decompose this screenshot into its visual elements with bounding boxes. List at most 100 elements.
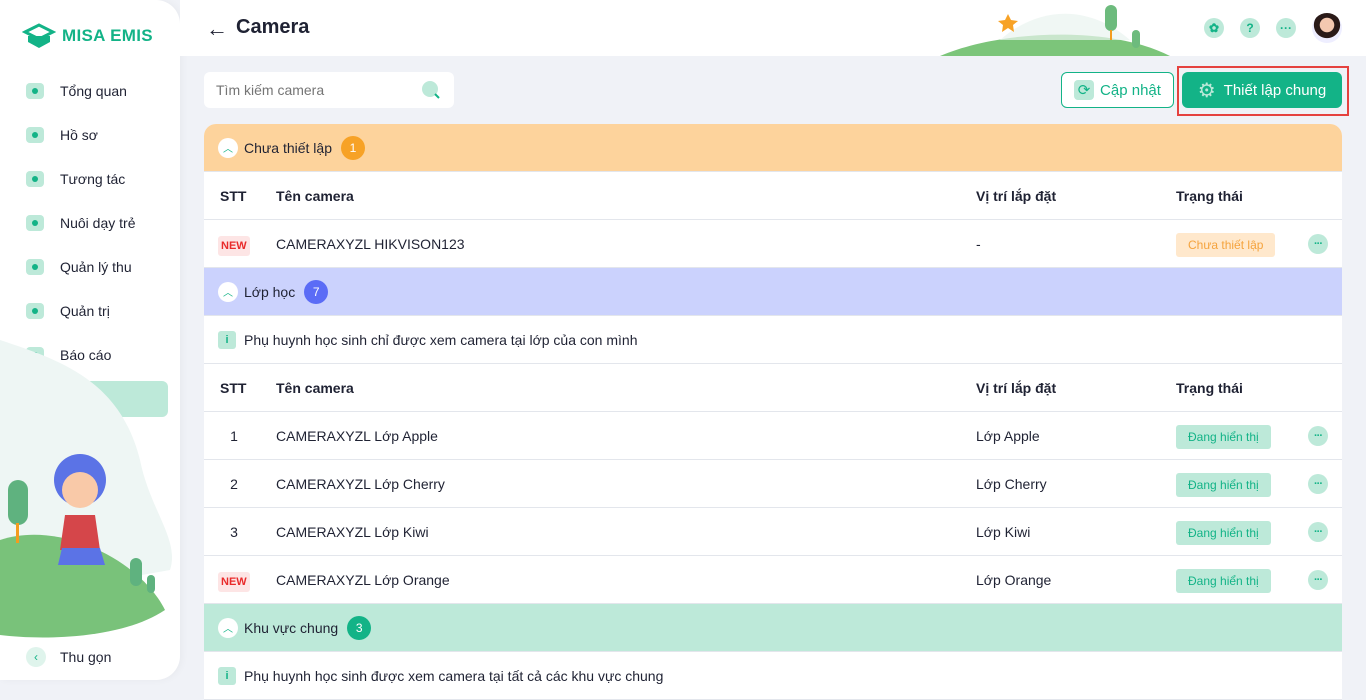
- row-more-icon[interactable]: ···: [1308, 426, 1328, 446]
- camera-location: -: [976, 235, 981, 252]
- status-badge: Đang hiển thị: [1176, 424, 1271, 449]
- col-stt: STT: [220, 379, 247, 396]
- chevron-left-icon: ‹: [26, 647, 46, 667]
- status-badge: Chưa thiết lập: [1176, 232, 1276, 257]
- info-note: i Phụ huynh học sinh được xem camera tại …: [204, 652, 1342, 700]
- camera-list: ︿ Chưa thiết lập 1 STT Tên camera Vị trí…: [204, 124, 1342, 700]
- logo-icon: [22, 23, 56, 48]
- new-badge: NEW: [218, 571, 250, 592]
- pie-chart-icon: [24, 81, 46, 101]
- group-title: Chưa thiết lập: [244, 139, 332, 156]
- group-title: Lớp học: [244, 283, 296, 300]
- row-more-icon[interactable]: ···: [1308, 570, 1328, 590]
- camera-name: CAMERAXYZL Lớp Cherry: [276, 475, 445, 492]
- search-box[interactable]: [204, 72, 454, 108]
- gear-icon: ⚙: [1197, 79, 1216, 102]
- camera-location: Lớp Kiwi: [976, 523, 1031, 540]
- search-input[interactable]: [216, 82, 406, 98]
- group-count-badge: 3: [347, 615, 372, 640]
- house-heart-icon: [24, 213, 46, 233]
- col-name: Tên camera: [276, 379, 354, 396]
- sidebar-item-label: Tổng quan: [60, 83, 127, 99]
- refresh-label: Cập nhật: [1100, 81, 1161, 99]
- sidebar-item-label: Quản trị: [60, 303, 110, 319]
- paper-plane-icon: [24, 169, 46, 189]
- col-name: Tên camera: [276, 187, 354, 204]
- info-text: Phụ huynh học sinh được xem camera tại t…: [244, 667, 664, 684]
- table-row[interactable]: 3 CAMERAXYZL Lớp Kiwi Lớp Kiwi Đang hiển…: [204, 508, 1342, 556]
- camera-location: Lớp Apple: [976, 427, 1040, 444]
- sidebar-item[interactable]: Quản lý thu: [12, 249, 168, 285]
- camera-name: CAMERAXYZL Lớp Orange: [276, 571, 450, 588]
- collapse-label: Thu gọn: [60, 649, 112, 665]
- user-avatar[interactable]: [1312, 13, 1342, 43]
- camera-name: CAMERAXYZL HIKVISON123: [276, 235, 465, 252]
- row-more-icon[interactable]: ···: [1308, 522, 1328, 542]
- table-header: STT Tên camera Vị trí lắp đặt Trạng thái: [204, 172, 1342, 220]
- sidebar-item[interactable]: Tương tác: [12, 161, 168, 197]
- sidebar: MISA EMIS Tổng quan Hồ sơ Tương tác Nuôi…: [0, 0, 180, 680]
- table-row[interactable]: 2 CAMERAXYZL Lớp Cherry Lớp Cherry Đang …: [204, 460, 1342, 508]
- group-count-badge: 7: [304, 279, 329, 304]
- group-header[interactable]: ︿ Khu vực chung 3: [204, 604, 1342, 652]
- row-more-icon[interactable]: ···: [1308, 234, 1328, 254]
- group-header[interactable]: ︿ Lớp học 7: [204, 268, 1342, 316]
- sidebar-item-label: Hồ sơ: [60, 127, 98, 143]
- logo[interactable]: MISA EMIS: [22, 22, 153, 50]
- header-hill-decoration: [940, 5, 1170, 56]
- status-badge: Đang hiển thị: [1176, 472, 1271, 497]
- table-row[interactable]: NEW CAMERAXYZL HIKVISON123 - Chưa thiết …: [204, 220, 1342, 268]
- sidebar-item-label: Quản lý thu: [60, 259, 132, 275]
- camera-location: Lớp Orange: [976, 571, 1052, 588]
- more-icon[interactable]: ···: [1276, 18, 1296, 38]
- info-text: Phụ huynh học sinh chỉ được xem camera t…: [244, 331, 638, 348]
- col-stt: STT: [220, 187, 247, 204]
- sidebar-item-label: Báo cáo: [60, 347, 112, 363]
- row-number: 3: [230, 523, 238, 540]
- group-count-badge: 1: [340, 135, 365, 160]
- row-more-icon[interactable]: ···: [1308, 474, 1328, 494]
- briefcase-icon: [24, 301, 46, 321]
- page-title: Camera: [236, 16, 310, 38]
- status-badge: Đang hiển thị: [1176, 568, 1271, 593]
- refresh-button[interactable]: ⟳ Cập nhật: [1061, 72, 1174, 108]
- flower-settings-icon[interactable]: ✿: [1204, 18, 1224, 38]
- info-icon: i: [218, 330, 236, 349]
- folder-icon: [24, 125, 46, 145]
- general-settings-label: Thiết lập chung: [1223, 81, 1327, 99]
- camera-name: CAMERAXYZL Lớp Apple: [276, 427, 438, 444]
- new-badge: NEW: [218, 235, 250, 256]
- sidebar-item[interactable]: Quản trị: [12, 293, 168, 329]
- sidebar-item[interactable]: Hồ sơ: [12, 117, 168, 153]
- sidebar-item[interactable]: Nuôi dạy trẻ: [12, 205, 168, 241]
- help-icon[interactable]: ?: [1240, 18, 1260, 38]
- chart-line-icon: [24, 257, 46, 277]
- highlight-box: [1177, 66, 1349, 116]
- table-row[interactable]: 1 CAMERAXYZL Lớp Apple Lớp Apple Đang hi…: [204, 412, 1342, 460]
- group-header[interactable]: ︿ Chưa thiết lập 1: [204, 124, 1342, 172]
- general-settings-button[interactable]: ⚙ Thiết lập chung: [1182, 72, 1342, 108]
- camera-name: CAMERAXYZL Lớp Kiwi: [276, 523, 429, 540]
- group-title: Khu vực chung: [244, 619, 339, 636]
- sidebar-item-label: Nuôi dạy trẻ: [60, 215, 136, 231]
- info-icon: i: [218, 666, 236, 685]
- info-note: i Phụ huynh học sinh chỉ được xem camera …: [204, 316, 1342, 364]
- table-header: STT Tên camera Vị trí lắp đặt Trạng thái: [204, 364, 1342, 412]
- col-status: Trạng thái: [1176, 187, 1243, 204]
- brand-name: MISA EMIS: [62, 26, 153, 45]
- header: ← Camera ✿ ? ···: [180, 0, 1366, 56]
- row-number: 2: [230, 475, 238, 492]
- table-row[interactable]: NEW CAMERAXYZL Lớp Orange Lớp Orange Đan…: [204, 556, 1342, 604]
- collapse-sidebar-button[interactable]: ‹ Thu gọn: [26, 647, 111, 667]
- chevron-up-icon[interactable]: ︿: [218, 281, 238, 302]
- back-arrow-icon[interactable]: ←: [206, 16, 228, 41]
- search-icon[interactable]: [420, 79, 442, 101]
- status-badge: Đang hiển thị: [1176, 520, 1271, 545]
- sidebar-item[interactable]: Tổng quan: [12, 73, 168, 109]
- col-status: Trạng thái: [1176, 379, 1243, 396]
- sidebar-item-label: Tương tác: [60, 171, 126, 187]
- chevron-up-icon[interactable]: ︿: [218, 137, 238, 158]
- row-number: 1: [230, 427, 238, 444]
- chevron-up-icon[interactable]: ︿: [218, 617, 238, 638]
- col-location: Vị trí lắp đặt: [976, 187, 1057, 204]
